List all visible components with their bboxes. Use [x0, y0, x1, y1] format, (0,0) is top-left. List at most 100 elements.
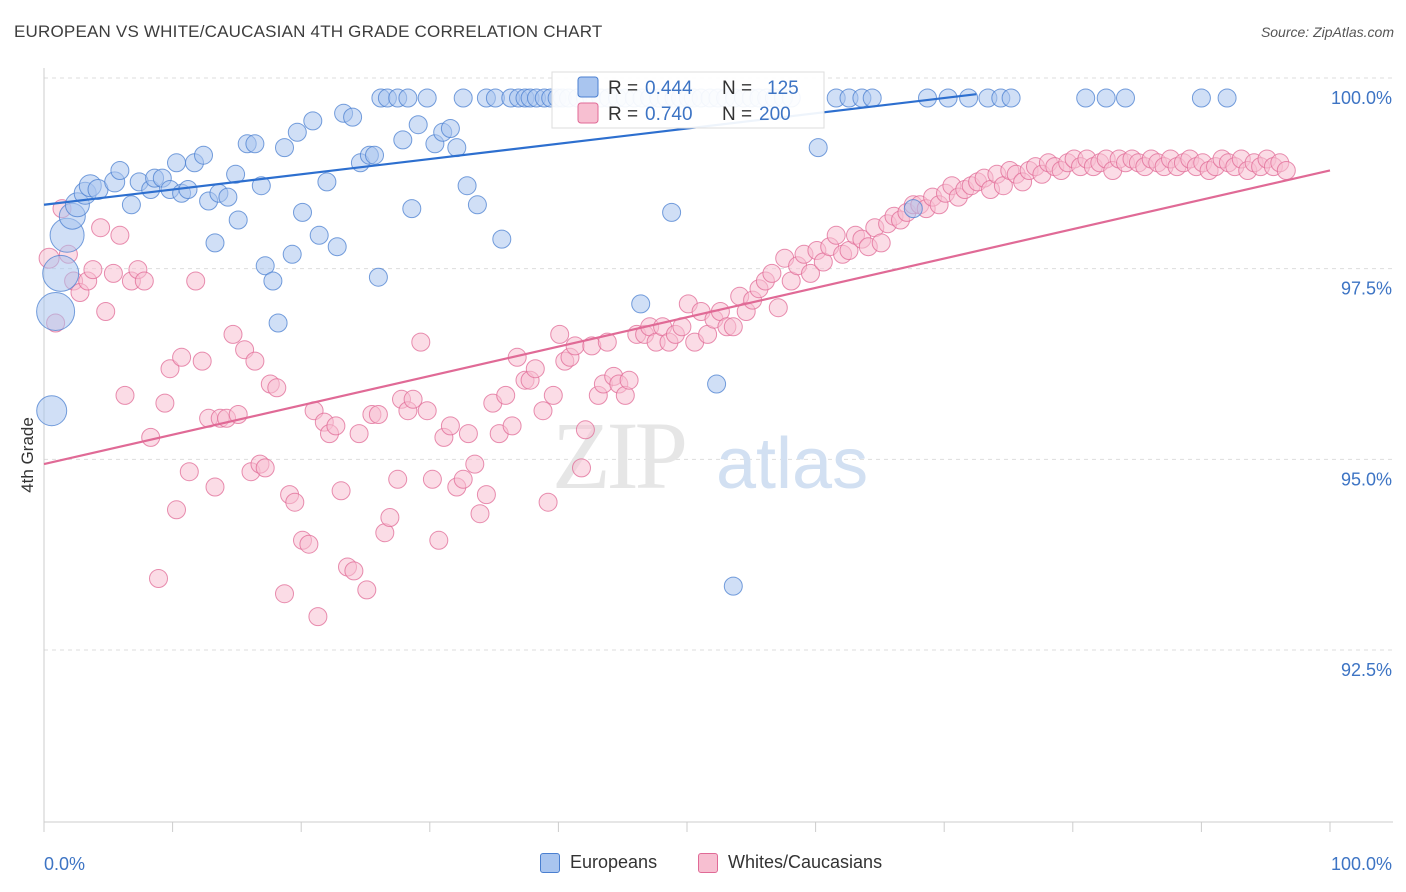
point-whites: [801, 263, 820, 283]
data-points: [36, 88, 1296, 627]
point-europeans: [417, 88, 437, 108]
legend-label-whites: Whites/Caucasians: [728, 852, 883, 872]
point-whites: [103, 263, 123, 283]
legend-item-europeans[interactable]: Europeans: [540, 852, 657, 873]
point-whites: [275, 584, 294, 604]
point-europeans: [218, 187, 238, 207]
chart-title: EUROPEAN VS WHITE/CAUCASIAN 4TH GRADE CO…: [14, 22, 603, 41]
stats-r-value-europeans: 0.444: [645, 78, 693, 99]
point-europeans: [121, 195, 141, 215]
point-europeans: [1076, 88, 1096, 108]
point-europeans: [707, 374, 727, 394]
point-europeans: [723, 576, 743, 596]
point-whites: [96, 302, 116, 321]
stats-legend: R = 0.444 N = 125 R = 0.740 N = 200: [551, 71, 825, 129]
point-europeans: [303, 111, 323, 131]
point-europeans: [408, 115, 428, 135]
zipatlas-watermark: ZIP atlas: [552, 402, 868, 509]
stats-n-value-whites: 200: [759, 104, 791, 125]
y-tick-label: 100.0%: [1331, 88, 1392, 108]
point-whites: [422, 469, 442, 489]
point-europeans: [862, 88, 882, 108]
point-europeans: [368, 267, 388, 287]
point-whites: [871, 233, 891, 253]
legend-label-europeans: Europeans: [570, 852, 658, 872]
point-europeans: [293, 202, 312, 222]
legend-swatch-europeans: [540, 852, 560, 873]
point-europeans: [36, 292, 76, 331]
point-whites: [357, 580, 377, 600]
point-whites: [134, 271, 154, 291]
point-whites: [179, 462, 199, 482]
point-europeans: [1096, 88, 1116, 108]
point-europeans: [1217, 88, 1237, 108]
point-whites: [255, 458, 275, 478]
point-whites: [299, 534, 319, 554]
y-tick-label: 95.0%: [1341, 469, 1392, 489]
point-europeans: [365, 145, 384, 165]
point-whites: [205, 477, 225, 497]
point-whites: [149, 569, 168, 588]
legend-item-whites[interactable]: Whites/Caucasians: [698, 852, 882, 873]
point-whites: [453, 469, 473, 489]
point-whites: [172, 347, 192, 367]
stats-r-label-whites: R =: [608, 104, 638, 125]
point-whites: [543, 385, 563, 405]
point-europeans: [287, 122, 307, 142]
point-europeans: [275, 138, 294, 158]
watermark-atlas: atlas: [716, 424, 868, 504]
point-europeans: [194, 145, 213, 165]
point-whites: [344, 561, 364, 581]
point-europeans: [36, 395, 68, 427]
point-europeans: [228, 210, 248, 230]
point-europeans: [393, 130, 413, 150]
point-whites: [308, 607, 328, 627]
point-whites: [285, 492, 305, 512]
point-whites: [496, 385, 516, 405]
point-europeans: [402, 199, 422, 219]
point-europeans: [167, 153, 186, 173]
stats-r-value-whites: 0.740: [645, 104, 693, 125]
point-whites: [440, 416, 460, 436]
watermark-zip: ZIP: [552, 402, 685, 509]
point-europeans: [492, 229, 512, 249]
point-whites: [762, 263, 782, 283]
point-europeans: [110, 161, 130, 180]
point-whites: [115, 385, 135, 405]
point-europeans: [309, 225, 329, 245]
point-whites: [417, 401, 437, 421]
point-europeans: [251, 176, 271, 196]
point-whites: [91, 218, 111, 238]
stats-r-label-europeans: R =: [608, 78, 638, 99]
point-europeans: [263, 271, 283, 291]
point-whites: [538, 492, 558, 512]
point-europeans: [1001, 88, 1021, 108]
point-whites: [349, 424, 369, 444]
point-europeans: [226, 164, 246, 184]
point-europeans: [662, 202, 682, 222]
point-whites: [155, 393, 175, 413]
point-whites: [368, 405, 388, 424]
point-whites: [476, 485, 496, 505]
point-whites: [331, 481, 351, 501]
point-whites: [429, 530, 449, 550]
chart-source: Source: ZipAtlas.com: [1260, 24, 1394, 40]
point-europeans: [453, 88, 473, 108]
point-whites: [192, 351, 212, 371]
point-europeans: [903, 199, 923, 219]
axes: [43, 68, 1393, 823]
point-whites: [470, 504, 490, 524]
point-whites: [403, 389, 423, 409]
point-europeans: [255, 256, 275, 276]
stats-n-value-europeans: 125: [767, 78, 799, 99]
point-europeans: [1191, 88, 1211, 108]
point-whites: [110, 225, 130, 245]
point-europeans: [808, 138, 828, 158]
x-tick-label-max: 100.0%: [1331, 854, 1392, 874]
point-europeans: [205, 233, 225, 253]
point-whites: [465, 454, 485, 474]
legend-swatch-whites: [698, 852, 718, 873]
stats-n-label-europeans: N =: [722, 78, 752, 99]
point-europeans: [440, 119, 460, 138]
point-europeans: [343, 107, 363, 127]
